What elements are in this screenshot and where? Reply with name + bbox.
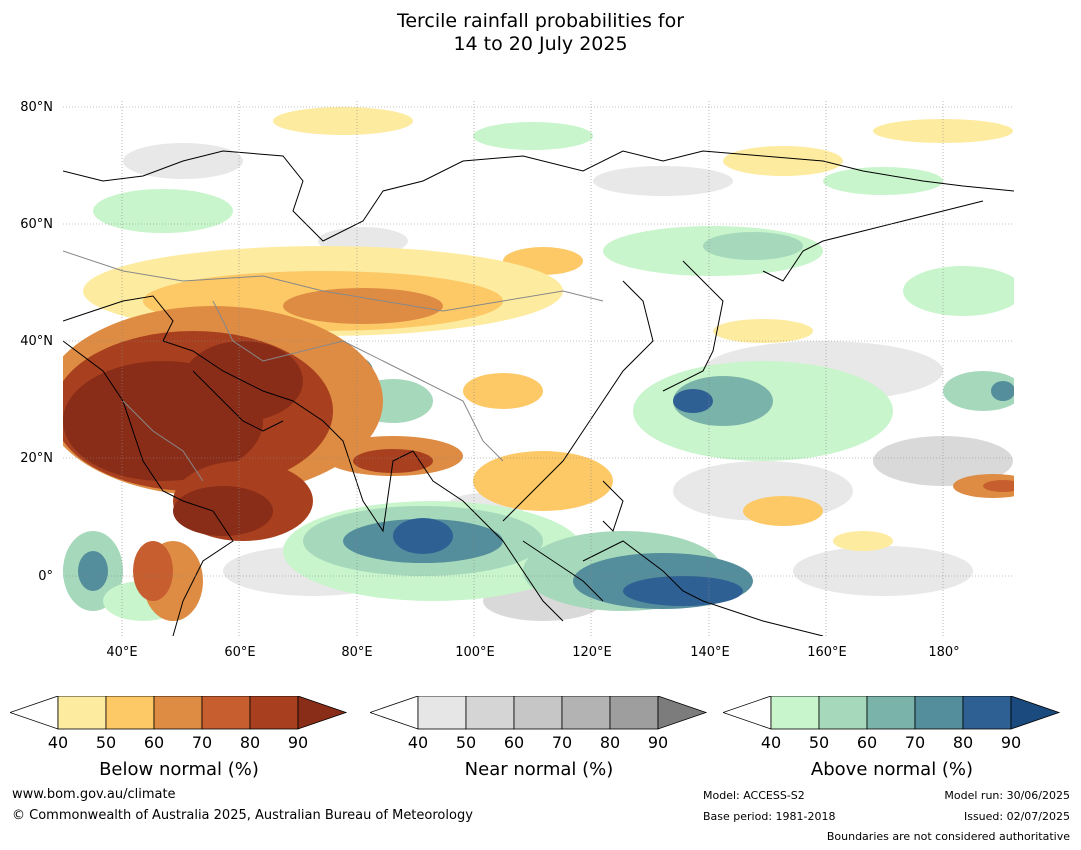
base-period: Base period: 1981-2018 bbox=[703, 810, 836, 823]
lon-label-180: 180° bbox=[928, 645, 960, 660]
map-gridlines bbox=[63, 101, 1014, 636]
colorbar-above-normal bbox=[723, 696, 1061, 730]
colorbar-segment bbox=[561, 696, 611, 730]
colorbar-segment bbox=[465, 696, 515, 730]
colorbar-extend-high bbox=[297, 696, 348, 730]
copyright-text: © Commonwealth of Australia 2025, Austra… bbox=[12, 808, 473, 823]
colorbar-extend-low bbox=[370, 696, 419, 730]
model-name: Model: ACCESS-S2 bbox=[703, 789, 805, 802]
lat-label-0: 0° bbox=[38, 569, 53, 584]
cbar-above-tick: 70 bbox=[904, 733, 926, 752]
colorbar-near-title: Near normal (%) bbox=[464, 759, 614, 780]
lon-label-120e: 120°E bbox=[572, 645, 612, 660]
country-boundaries bbox=[63, 250, 604, 482]
map-title-line2: 14 to 20 July 2025 bbox=[453, 33, 628, 55]
lon-label-140e: 140°E bbox=[690, 645, 730, 660]
colorbar-extend-high bbox=[657, 696, 708, 730]
colorbar-segment bbox=[249, 696, 299, 730]
rainfall-probability-map bbox=[63, 101, 1014, 636]
lon-label-80e: 80°E bbox=[341, 645, 373, 660]
cbar-above-tick: 90 bbox=[1000, 733, 1022, 752]
colorbar-segment bbox=[818, 696, 868, 730]
lon-label-40e: 40°E bbox=[106, 645, 138, 660]
colorbar-segment bbox=[153, 696, 203, 730]
cbar-near-tick: 80 bbox=[599, 733, 621, 752]
colorbar-extend-low bbox=[10, 696, 59, 730]
cbar-below-tick: 50 bbox=[95, 733, 117, 752]
colorbar-segment bbox=[609, 696, 659, 730]
colorbar-below-normal bbox=[10, 696, 348, 730]
coastlines bbox=[63, 150, 1014, 636]
cbar-below-tick: 70 bbox=[191, 733, 213, 752]
cbar-near-tick: 40 bbox=[407, 733, 429, 752]
cbar-below-tick: 80 bbox=[239, 733, 261, 752]
cbar-near-tick: 50 bbox=[455, 733, 477, 752]
website-link[interactable]: www.bom.gov.au/climate bbox=[12, 787, 176, 802]
cbar-below-tick: 90 bbox=[287, 733, 309, 752]
colorbar-segment bbox=[866, 696, 916, 730]
colorbar-segment bbox=[770, 696, 820, 730]
issued-date: Issued: 02/07/2025 bbox=[963, 810, 1070, 823]
cbar-above-tick: 60 bbox=[856, 733, 878, 752]
colorbar-segment bbox=[105, 696, 155, 730]
map-title-line1: Tercile rainfall probabilities for bbox=[396, 10, 685, 32]
colorbar-segment bbox=[513, 696, 563, 730]
colorbar-below-title: Below normal (%) bbox=[99, 759, 259, 780]
cbar-above-tick: 40 bbox=[760, 733, 782, 752]
cbar-near-tick: 60 bbox=[503, 733, 525, 752]
lat-label-80n: 80°N bbox=[20, 100, 53, 115]
boundaries-disclaimer: Boundaries are not considered authoritat… bbox=[826, 830, 1070, 843]
colorbar-extend-high bbox=[1010, 696, 1061, 730]
colorbar-near-normal bbox=[370, 696, 708, 730]
model-run-date: Model run: 30/06/2025 bbox=[944, 789, 1070, 802]
colorbar-segment bbox=[914, 696, 964, 730]
lon-label-100e: 100°E bbox=[455, 645, 495, 660]
cbar-above-tick: 80 bbox=[952, 733, 974, 752]
lat-label-60n: 60°N bbox=[20, 217, 53, 232]
colorbar-segment bbox=[57, 696, 107, 730]
cbar-above-tick: 50 bbox=[808, 733, 830, 752]
colorbar-above-title: Above normal (%) bbox=[810, 759, 974, 780]
colorbar-segment bbox=[201, 696, 251, 730]
above-normal-patches bbox=[63, 122, 1014, 621]
cbar-near-tick: 90 bbox=[647, 733, 669, 752]
lon-label-60e: 60°E bbox=[224, 645, 256, 660]
lat-label-20n: 20°N bbox=[20, 451, 53, 466]
colorbar-extend-low bbox=[723, 696, 772, 730]
lat-label-40n: 40°N bbox=[20, 334, 53, 349]
cbar-below-tick: 60 bbox=[143, 733, 165, 752]
cbar-near-tick: 70 bbox=[551, 733, 573, 752]
colorbar-segment bbox=[417, 696, 467, 730]
colorbar-segment bbox=[962, 696, 1012, 730]
lon-label-160e: 160°E bbox=[807, 645, 847, 660]
cbar-below-tick: 40 bbox=[47, 733, 69, 752]
